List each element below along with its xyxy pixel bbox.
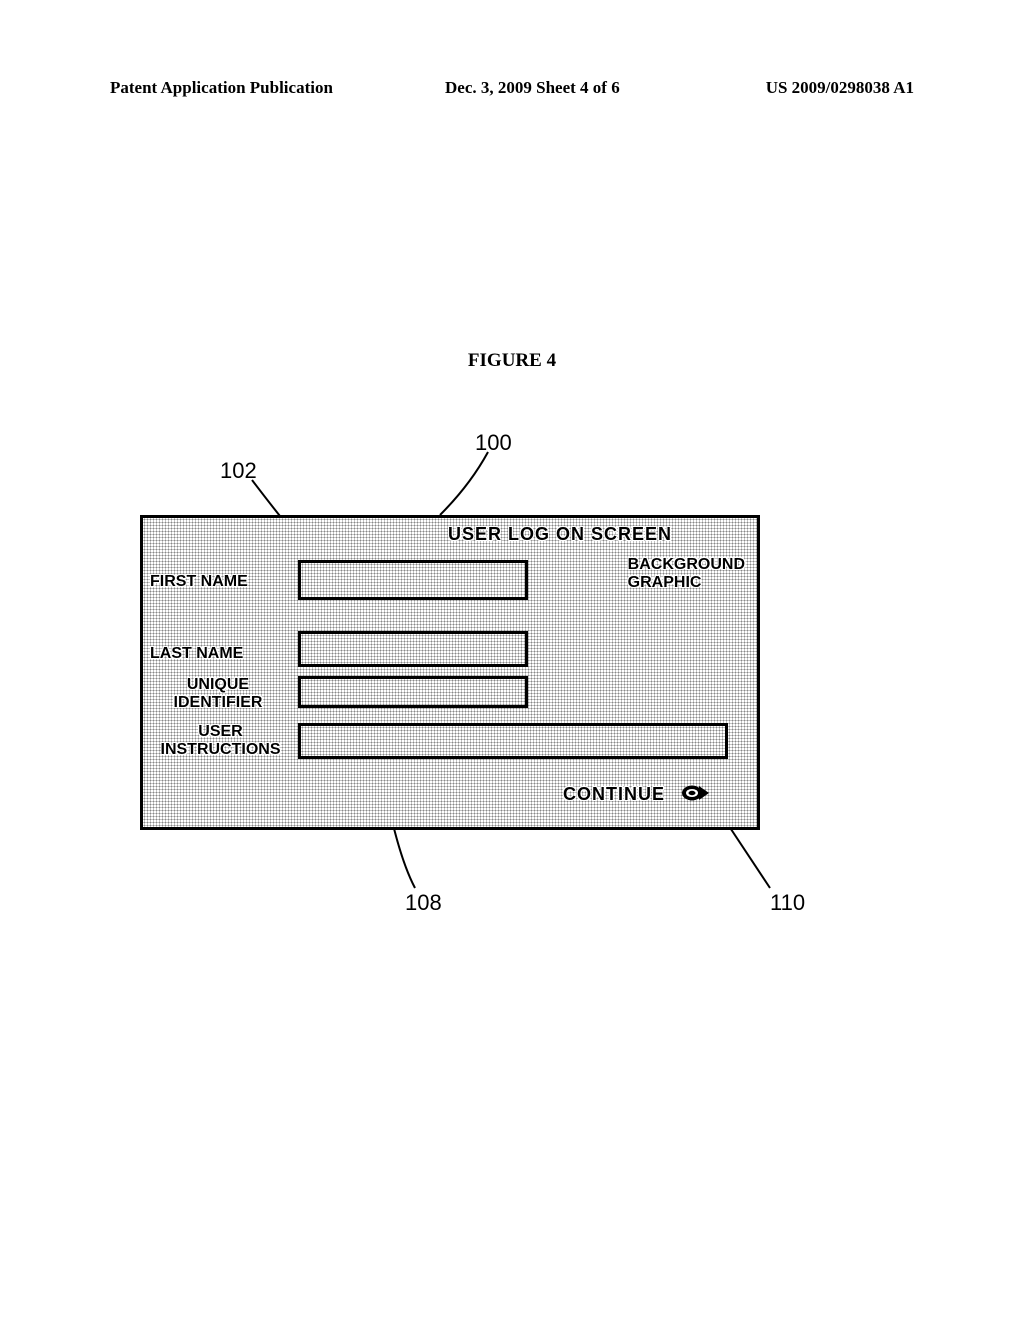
continue-button[interactable]: CONTINUE [563, 784, 665, 805]
figure-title: FIGURE 4 [0, 350, 1024, 372]
uid-line2: IDENTIFIER [174, 694, 263, 711]
first-name-label: FIRST NAME [150, 573, 248, 591]
ref-102: 102 [220, 458, 257, 484]
unique-identifier-input[interactable] [298, 676, 528, 708]
first-name-input[interactable] [298, 560, 528, 600]
background-graphic-label: BACKGROUND GRAPHIC [628, 556, 745, 591]
user-instructions-box [298, 723, 728, 759]
bg-label-line1: BACKGROUND [628, 556, 745, 573]
uid-line1: UNIQUE [187, 676, 249, 693]
bg-label-line2: GRAPHIC [628, 574, 702, 591]
last-name-input[interactable] [298, 631, 528, 667]
ref-110: 110 [770, 890, 805, 916]
login-screen: USER LOG ON SCREEN BACKGROUND GRAPHIC FI… [140, 515, 760, 830]
continue-text: CONTINUE [563, 784, 665, 804]
unique-identifier-label: UNIQUE IDENTIFIER [148, 676, 288, 711]
ref-108: 108 [405, 890, 442, 916]
header-right: US 2009/0298038 A1 [766, 78, 914, 98]
ui-line1: USER [198, 723, 242, 740]
ui-line2: INSTRUCTIONS [161, 741, 281, 758]
ref-100: 100 [475, 430, 512, 456]
header-center: Dec. 3, 2009 Sheet 4 of 6 [445, 78, 620, 98]
arrow-right-icon[interactable] [681, 784, 709, 802]
last-name-label: LAST NAME [150, 645, 243, 663]
screen-title: USER LOG ON SCREEN [448, 524, 672, 545]
page-header: Patent Application Publication Dec. 3, 2… [110, 78, 914, 98]
user-instructions-label: USER INSTRUCTIONS [143, 723, 298, 758]
header-left: Patent Application Publication [110, 78, 333, 98]
diagram-container: 100 102 104 106 108 110 USER LOG ON SCRE… [130, 430, 770, 910]
